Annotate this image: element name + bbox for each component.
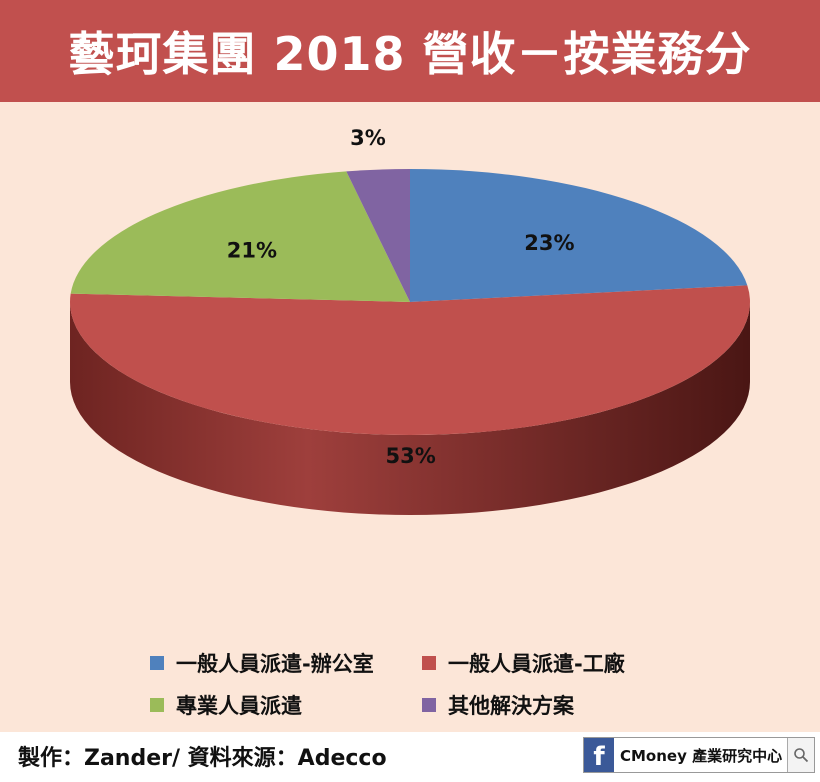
source-credit: 製作：Zander/ 資料來源：Adecco <box>18 746 387 771</box>
legend-label: 一般人員派遣-工廠 <box>448 652 625 676</box>
slice-value-label: 3% <box>350 126 386 150</box>
brand-badge[interactable]: f CMoney 產業研究中心 <box>583 737 815 773</box>
slice-value-label: 23% <box>524 231 574 255</box>
legend-item: 一般人員派遣-工廠 <box>422 648 625 678</box>
pie-chart: 23% 53% 21% 3% <box>70 126 751 515</box>
legend-swatch <box>150 698 164 712</box>
legend-item: 其他解決方案 <box>422 690 574 720</box>
legend-swatch <box>150 656 164 670</box>
legend-item: 專業人員派遣 <box>150 690 302 720</box>
pie-slice <box>70 285 751 435</box>
pie-slice <box>70 171 411 302</box>
search-icon[interactable] <box>787 738 814 772</box>
footer: 製作：Zander/ 資料來源：Adecco f CMoney 產業研究中心 <box>0 732 820 782</box>
slice-value-label: 53% <box>386 444 436 468</box>
pie-slice <box>346 169 410 302</box>
pie-side-wall <box>70 302 750 515</box>
pie-slice <box>410 169 748 302</box>
chart-title: 藝珂集團 2018 營收－按業務分 <box>68 27 752 81</box>
slice-value-label: 21% <box>227 238 277 262</box>
legend-label: 專業人員派遣 <box>176 694 302 718</box>
legend-label: 其他解決方案 <box>448 694 574 718</box>
facebook-icon: f <box>584 738 614 772</box>
chart-area: 23% 53% 21% 3% <box>0 102 820 732</box>
legend-swatch <box>422 698 436 712</box>
legend-item: 一般人員派遣-辦公室 <box>150 648 374 678</box>
brand-text: CMoney 產業研究中心 <box>620 746 783 765</box>
legend-label: 一般人員派遣-辦公室 <box>176 652 374 676</box>
title-banner: 藝珂集團 2018 營收－按業務分 <box>0 0 820 102</box>
legend-swatch <box>422 656 436 670</box>
